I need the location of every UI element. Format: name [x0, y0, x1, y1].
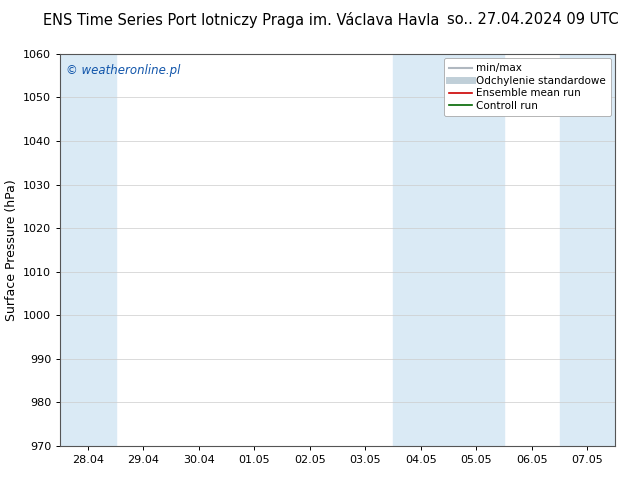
Y-axis label: Surface Pressure (hPa): Surface Pressure (hPa): [4, 179, 18, 321]
Text: © weatheronline.pl: © weatheronline.pl: [66, 64, 180, 77]
Bar: [60, 54, 116, 446]
Bar: [393, 54, 504, 446]
Legend: min/max, Odchylenie standardowe, Ensemble mean run, Controll run: min/max, Odchylenie standardowe, Ensembl…: [444, 58, 611, 116]
Text: ENS Time Series Port lotniczy Praga im. Václava Havla: ENS Time Series Port lotniczy Praga im. …: [42, 12, 439, 28]
Bar: [559, 54, 634, 446]
Text: so.. 27.04.2024 09 UTC: so.. 27.04.2024 09 UTC: [446, 12, 618, 27]
